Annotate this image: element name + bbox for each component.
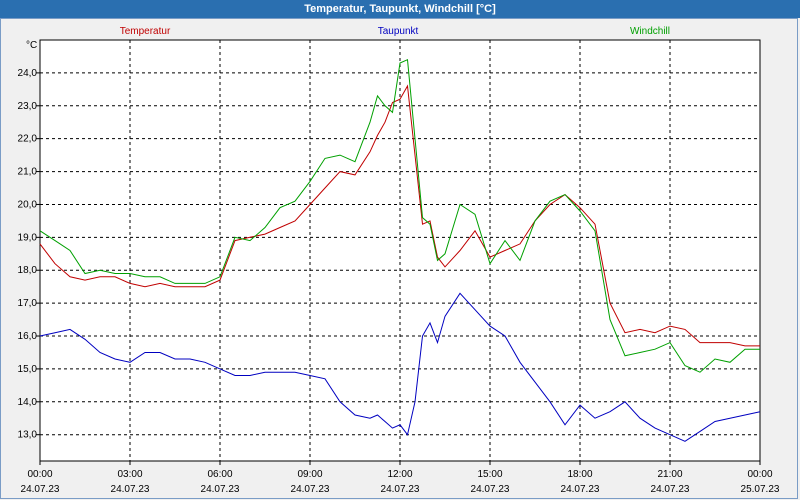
series-lines (39, 58, 761, 442)
y-tick-label: 24,0 (18, 68, 38, 79)
y-tick-label: 17,0 (18, 298, 38, 309)
x-tick-date-label: 24.07.23 (471, 484, 510, 495)
grid-lines (36, 40, 761, 465)
series-line-taupunkt (39, 292, 761, 442)
legend-entry-windchill: Windchill (630, 26, 670, 37)
x-tick-time-label: 12:00 (387, 469, 412, 480)
x-tick-time-label: 15:00 (477, 469, 502, 480)
x-tick-date-label: 24.07.23 (651, 484, 690, 495)
legend-entry-temperatur: Temperatur (120, 26, 171, 37)
x-tick-time-label: 00:00 (747, 469, 772, 480)
x-tick-date-label: 25.07.23 (741, 484, 780, 495)
y-unit-label: °C (26, 40, 37, 51)
x-tick-date-label: 24.07.23 (21, 484, 60, 495)
x-tick-time-label: 06:00 (207, 469, 232, 480)
y-tick-label: 22,0 (18, 134, 38, 145)
x-tick-time-label: 18:00 (567, 469, 592, 480)
y-tick-label: 16,0 (18, 331, 38, 342)
y-tick-label: 20,0 (18, 199, 38, 210)
window-title: Temperatur, Taupunkt, Windchill [°C] (0, 0, 800, 18)
x-tick-time-label: 03:00 (117, 469, 142, 480)
chart-frame (0, 18, 798, 499)
x-tick-date-label: 24.07.23 (381, 484, 420, 495)
x-tick-time-label: 00:00 (27, 469, 52, 480)
x-tick-time-label: 09:00 (297, 469, 322, 480)
x-tick-date-label: 24.07.23 (201, 484, 240, 495)
x-tick-time-label: 21:00 (657, 469, 682, 480)
x-tick-date-label: 24.07.23 (561, 484, 600, 495)
legend-entry-taupunkt: Taupunkt (378, 26, 419, 37)
x-tick-date-label: 24.07.23 (111, 484, 150, 495)
y-tick-label: 15,0 (18, 364, 38, 375)
y-tick-label: 23,0 (18, 101, 38, 112)
series-line-temperatur (39, 84, 760, 347)
x-tick-labels: 00:00 24.07.23 03:00 24.07.23 06:00 24.07.23 0… (21, 469, 780, 495)
x-tick-date-label: 24.07.23 (291, 484, 330, 495)
y-tick-label: 19,0 (18, 232, 38, 243)
legend: Temperatur Taupunkt Windchill (120, 26, 670, 37)
series-line-windchill (39, 58, 760, 373)
y-tick-label: 21,0 (18, 167, 38, 178)
y-tick-labels: 13,0 14,0 15,0 16,0 17,0 18,0 19,0 20,0 21,0 22,0… (18, 68, 38, 441)
y-tick-label: 13,0 (18, 430, 38, 441)
y-tick-label: 18,0 (18, 265, 38, 276)
y-tick-label: 14,0 (18, 397, 38, 408)
